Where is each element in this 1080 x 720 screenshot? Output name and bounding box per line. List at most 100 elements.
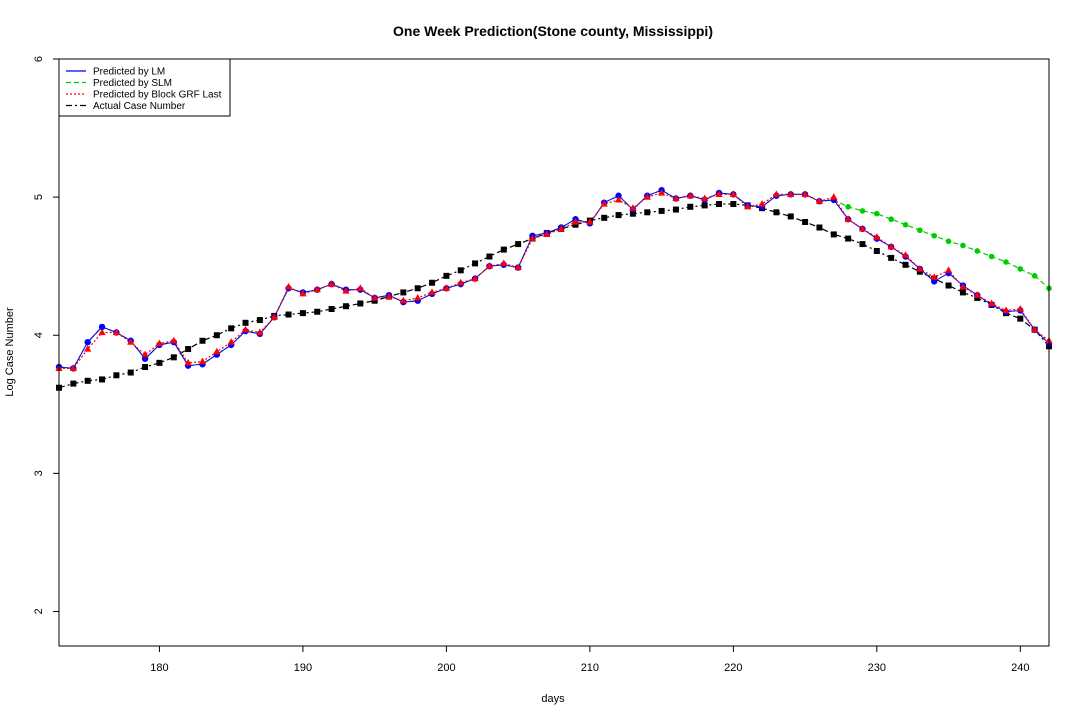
data-point-grf: [557, 224, 565, 232]
data-point-actual: [802, 218, 809, 225]
data-point-grf: [758, 200, 766, 207]
x-tick-label: 230: [868, 662, 886, 674]
data-point-grf: [787, 190, 795, 197]
data-point-grf: [112, 328, 120, 336]
data-point-grf: [457, 278, 465, 286]
data-point-lm: [98, 323, 106, 331]
data-point-actual: [472, 260, 479, 267]
data-point-actual: [113, 372, 120, 379]
data-point-grf: [586, 217, 594, 225]
data-point-actual: [299, 310, 306, 317]
data-point-grf: [69, 364, 77, 371]
data-point-actual: [142, 364, 149, 371]
data-point-actual: [357, 300, 364, 307]
data-point-actual: [156, 359, 163, 366]
chart-title: One Week Prediction(Stone county, Missis…: [393, 23, 713, 39]
data-point-grf: [973, 291, 981, 298]
data-point-actual: [672, 206, 679, 213]
y-tick-label: 3: [33, 470, 45, 476]
data-point-actual: [845, 235, 852, 242]
data-point-grf: [213, 347, 221, 355]
data-point-slm: [859, 208, 866, 214]
data-point-grf: [414, 293, 422, 301]
y-tick-label: 5: [33, 194, 45, 200]
data-point-slm: [1017, 266, 1024, 272]
data-point-grf: [629, 204, 637, 211]
data-point-grf: [543, 230, 551, 238]
data-point-slm: [902, 221, 909, 228]
data-point-slm: [988, 253, 995, 260]
data-point-grf: [844, 215, 852, 222]
data-point-slm: [917, 227, 923, 234]
data-point-actual: [443, 272, 450, 279]
data-point-grf: [127, 338, 135, 345]
data-point-actual: [414, 285, 421, 292]
series-markers: [55, 187, 1053, 391]
data-point-actual: [213, 332, 220, 339]
series-line-grf: [59, 192, 1050, 369]
data-point-actual: [902, 261, 909, 268]
data-point-actual: [888, 254, 895, 261]
data-point-lm: [84, 338, 91, 346]
data-point-slm: [874, 210, 880, 217]
data-point-actual: [959, 289, 966, 296]
data-point-grf: [342, 287, 350, 294]
data-point-grf: [815, 197, 824, 204]
data-point-grf: [141, 350, 149, 358]
data-point-grf: [600, 200, 608, 207]
legend-label-grf: Predicted by Block GRF Last: [93, 90, 222, 101]
plot-frame: [58, 58, 1050, 647]
data-point-grf: [901, 251, 910, 258]
x-axis: 180 190 200 210 220 230 240: [150, 646, 1029, 674]
x-tick-label: 200: [437, 662, 455, 674]
data-point-actual: [486, 253, 493, 260]
data-point-actual: [859, 241, 866, 248]
data-point-grf: [528, 234, 537, 242]
series-line-slm: [58, 189, 1050, 370]
data-point-actual: [342, 303, 349, 310]
data-point-actual: [199, 337, 206, 344]
data-point-grf: [270, 313, 278, 320]
data-point-grf: [1031, 325, 1039, 333]
data-point-grf: [916, 264, 924, 272]
data-point-actual: [84, 377, 91, 384]
data-point-grf: [98, 328, 106, 336]
data-point-grf: [313, 285, 321, 293]
data-point-grf: [241, 325, 250, 333]
data-point-grf: [428, 288, 436, 296]
data-point-grf: [1002, 306, 1010, 313]
data-point-grf: [944, 266, 953, 273]
data-point-grf: [988, 299, 996, 307]
data-point-grf: [84, 345, 92, 352]
data-point-grf: [385, 292, 393, 300]
data-point-grf: [772, 190, 780, 197]
legend-label-lm: Predicted by LM: [93, 67, 165, 78]
data-point-grf: [715, 190, 723, 197]
data-point-grf: [471, 274, 479, 282]
x-tick-label: 220: [724, 662, 742, 674]
data-point-slm: [931, 232, 938, 239]
data-point-actual: [615, 212, 622, 219]
y-axis: 2 3 4 5 6: [33, 56, 59, 615]
data-point-grf: [328, 280, 336, 287]
data-point-slm: [888, 216, 894, 223]
x-tick-label: 210: [581, 662, 599, 674]
data-point-grf: [485, 262, 494, 269]
data-point-actual: [99, 376, 106, 383]
y-tick-label: 6: [33, 56, 45, 62]
data-point-actual: [873, 247, 880, 254]
data-point-actual: [572, 221, 579, 228]
data-point-grf: [672, 194, 680, 202]
data-point-grf: [830, 193, 838, 200]
data-point-actual: [328, 305, 335, 312]
x-tick-label: 240: [1011, 662, 1029, 674]
data-point-grf: [227, 338, 235, 345]
data-point-grf: [198, 357, 207, 365]
data-point-grf: [643, 193, 651, 200]
data-point-actual: [1017, 315, 1024, 322]
data-point-grf: [686, 191, 694, 199]
data-point-actual: [457, 267, 464, 274]
data-point-actual: [629, 210, 636, 217]
data-point-grf: [658, 188, 666, 196]
